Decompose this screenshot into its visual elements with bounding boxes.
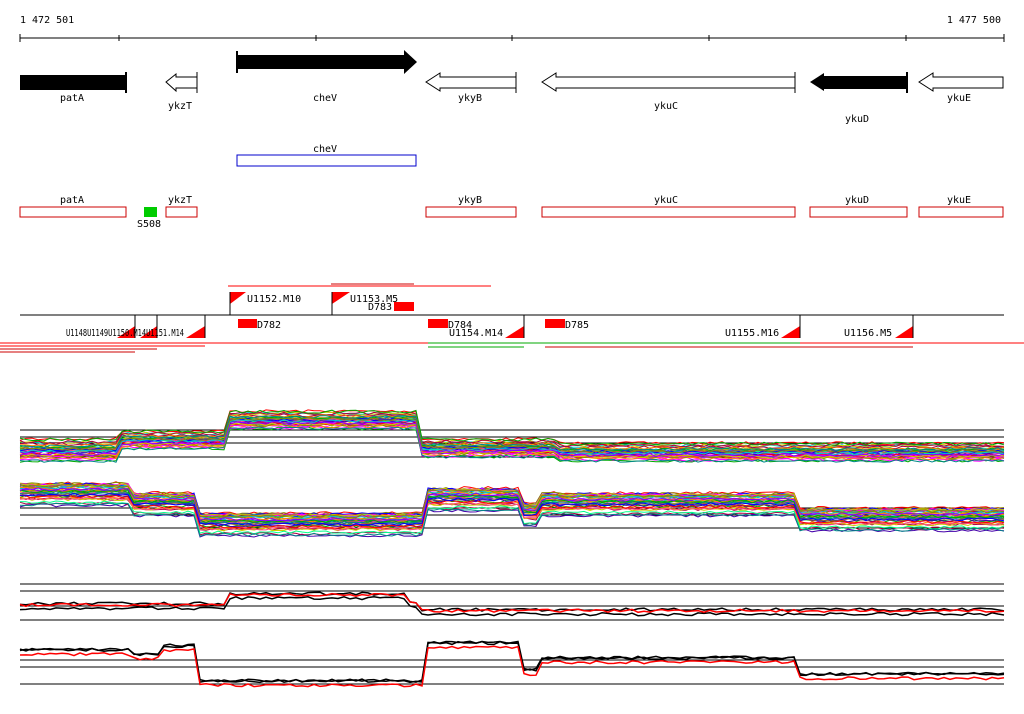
gene-cheV[interactable]: cheV: [236, 50, 417, 104]
region-label: D785: [565, 320, 589, 331]
region-label: D784: [448, 320, 472, 331]
annotation-ykuC[interactable]: ykuC: [541, 195, 796, 218]
coordinate-ruler: 1 472 501 1 477 500: [19, 15, 1005, 42]
gene-label: ykuD: [845, 114, 869, 125]
summary-2-trace: [19, 640, 1005, 684]
transcript-label: U1156.M5: [844, 328, 892, 339]
annotation-label: ykyB: [458, 195, 482, 206]
annotation-label: ykuE: [947, 195, 971, 206]
annotation-patA[interactable]: patA: [19, 195, 127, 218]
gene-label: ykyB: [458, 93, 482, 104]
transcript-label: U1155.M16: [725, 328, 779, 339]
transcript-U1153.M5[interactable]: U1153.M5: [331, 292, 398, 315]
profile-1-trace: [19, 415, 1005, 452]
summary-2-trace: [19, 640, 1005, 683]
annotation-label: ykuC: [654, 195, 678, 206]
gene-patA[interactable]: patA: [20, 72, 127, 104]
transcript-label: U1153.M5: [350, 294, 398, 305]
profile-1-trace: [19, 417, 1005, 454]
profile-2-trace: [19, 496, 1005, 531]
annotation-ykuE[interactable]: ykuE: [918, 195, 1004, 218]
expression-profile-panel-2: [19, 481, 1005, 538]
profile-2-trace: [19, 492, 1005, 527]
gene-label: ykuC: [654, 101, 678, 112]
profile-2-trace: [19, 500, 1005, 535]
gene-ykyB[interactable]: ykyB: [425, 72, 517, 104]
profile-1-trace: [19, 426, 1005, 463]
gene-label: patA: [60, 93, 84, 104]
annotation-ykuD[interactable]: ykuD: [809, 195, 908, 218]
cds-track: cheV: [236, 144, 417, 167]
region-label: D782: [257, 320, 281, 331]
annotation-label: ykuD: [845, 195, 869, 206]
summary-1-trace: [19, 592, 1005, 614]
gene-label: cheV: [313, 93, 337, 104]
profile-2-trace: [19, 502, 1005, 537]
start-coordinate: 1 472 501: [20, 15, 74, 26]
region-label: D783: [368, 302, 392, 313]
profile-1-trace: [19, 414, 1005, 451]
annotation-ykzT[interactable]: ykzT: [165, 195, 198, 218]
region-D784[interactable]: D784: [428, 319, 472, 331]
gene-ykuC[interactable]: ykuC: [541, 72, 796, 112]
profile-2-trace: [19, 494, 1005, 529]
gene-ykzT[interactable]: ykzT: [165, 72, 198, 112]
profile-2-trace: [19, 497, 1005, 531]
gene-ykuD[interactable]: ykuD: [810, 72, 908, 125]
profile-2-trace: [19, 491, 1005, 525]
summary-profile-panel-1: [19, 583, 1005, 621]
summary-profile-panel-2: [19, 640, 1005, 688]
profile-2-trace: [19, 483, 1004, 518]
profile-1-trace: [19, 409, 1005, 446]
annotation-track: patA ykzT ykyB ykuC ykuD ykuE S508: [19, 195, 1004, 230]
cds-label: cheV: [313, 144, 337, 155]
gene-track: patA ykzT cheV ykyB ykuC ykuD: [20, 50, 1004, 125]
marker-S508[interactable]: S508: [137, 207, 161, 230]
cds-cheV[interactable]: cheV: [236, 144, 417, 167]
profile-1-trace: [19, 421, 1005, 458]
transcript-label: U1154.M14: [449, 328, 503, 339]
summary-2-trace: [19, 645, 1005, 688]
profile-1-trace: [19, 422, 1005, 459]
summary-1-trace: [19, 595, 1005, 617]
annotation-ykyB[interactable]: ykyB: [425, 195, 517, 218]
transcript-U1155.M16[interactable]: U1155.M16: [725, 315, 801, 339]
gene-label: ykuE: [947, 93, 971, 104]
expression-profile-panel-1: [19, 409, 1005, 463]
annotation-label: ykzT: [168, 195, 192, 206]
profile-1-trace: [19, 419, 1005, 456]
extension-lines: [0, 342, 1024, 353]
profile-2-trace: [19, 484, 1005, 519]
gene-ykuE[interactable]: ykuE: [918, 72, 1004, 104]
region-D782[interactable]: D782: [238, 319, 281, 331]
region-D785[interactable]: D785: [545, 319, 589, 331]
transcript-track: U1152.M10 U1153.M5 U1154.M14 U1155.M16 U…: [0, 283, 1024, 353]
transcript-U1156.M5[interactable]: U1156.M5: [844, 315, 914, 339]
marker-label: S508: [137, 219, 161, 230]
transcript-U1152.M10[interactable]: U1152.M10: [229, 292, 301, 315]
annotation-label: patA: [60, 195, 84, 206]
transcript-U1154.M14[interactable]: U1154.M14: [449, 315, 525, 339]
end-coordinate: 1 477 500: [947, 15, 1001, 26]
profile-1-trace: [19, 409, 1005, 446]
region-D783[interactable]: D783: [368, 302, 414, 313]
profile-1-trace: [19, 411, 1005, 448]
transcript-label: U1152.M10: [247, 294, 301, 305]
transcript-label: U1148U1149U1150.M14U1151.M14: [66, 328, 184, 339]
profile-2-trace: [19, 489, 1005, 524]
profile-2-trace: [19, 487, 1005, 522]
gene-label: ykzT: [168, 101, 192, 112]
transcript-cluster-left[interactable]: U1148U1149U1150.M14U1151.M14: [66, 315, 206, 339]
